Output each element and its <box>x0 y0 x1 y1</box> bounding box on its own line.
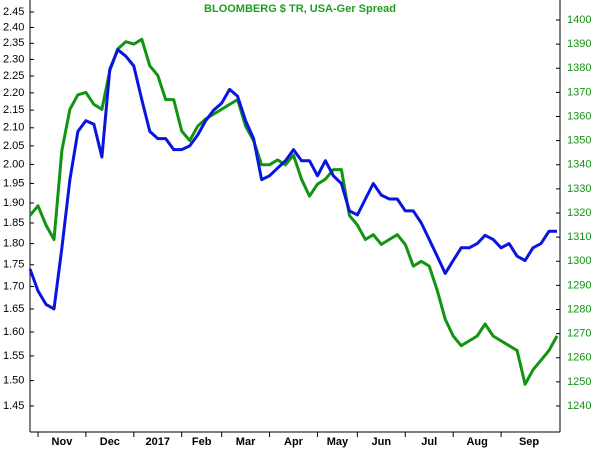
y-tick-label: 2.15 <box>3 104 24 116</box>
y-tick-label: 1.55 <box>3 350 24 362</box>
y-tick-label: 1.60 <box>3 326 24 338</box>
y-tick-label: 1.75 <box>3 259 24 271</box>
x-tick-label: Jun <box>372 436 392 448</box>
y-tick-label: 2.40 <box>3 21 24 33</box>
y-tick-label: 1.95 <box>3 177 24 189</box>
y-tick-label: 2.30 <box>3 53 24 65</box>
y2-tick-label: 1330 <box>567 183 591 195</box>
y-tick-label: 1.90 <box>3 197 24 209</box>
y-tick-label: 1.70 <box>3 280 24 292</box>
x-tick-label: Sep <box>519 436 539 448</box>
y2-tick-label: 1380 <box>567 62 591 74</box>
x-tick-label: 2017 <box>146 436 170 448</box>
y2-tick-label: 1300 <box>567 255 591 267</box>
y-tick-label: 1.50 <box>3 374 24 386</box>
y2-tick-label: 1370 <box>567 86 591 98</box>
y2-tick-label: 1320 <box>567 207 591 219</box>
y2-tick-label: 1390 <box>567 38 591 50</box>
y2-tick-label: 1270 <box>567 328 591 340</box>
y-tick-label: 2.35 <box>3 37 24 49</box>
x-tick-label: Jul <box>421 436 437 448</box>
y2-tick-label: 1290 <box>567 279 591 291</box>
y-tick-label: 2.05 <box>3 140 24 152</box>
x-tick-label: May <box>327 436 349 448</box>
y2-tick-label: 1310 <box>567 231 591 243</box>
x-tick-label: Mar <box>236 436 256 448</box>
y2-tick-label: 1350 <box>567 135 591 147</box>
y2-tick-label: 1280 <box>567 303 591 315</box>
y-tick-label: 2.45 <box>3 6 24 18</box>
y2-tick-label: 1400 <box>567 14 591 26</box>
y2-tick-label: 1250 <box>567 376 591 388</box>
chart-title: BLOOMBERG $ TR, USA-Ger Spread <box>204 3 396 15</box>
y-tick-label: 1.80 <box>3 237 24 249</box>
x-tick-label: Feb <box>192 436 212 448</box>
x-tick-label: Nov <box>52 436 74 448</box>
y-tick-label: 2.25 <box>3 70 24 82</box>
x-tick-label: Apr <box>284 436 304 448</box>
x-tick-label: Aug <box>466 436 487 448</box>
y2-tick-label: 1360 <box>567 110 591 122</box>
y2-tick-label: 1340 <box>567 159 591 171</box>
y-tick-label: 2.20 <box>3 87 24 99</box>
y2-tick-label: 1260 <box>567 352 591 364</box>
series-line <box>28 48 557 311</box>
y2-tick-label: 1240 <box>567 400 591 412</box>
y-tick-label: 1.85 <box>3 217 24 229</box>
y-tick-label: 1.45 <box>3 400 24 412</box>
y-tick-label: 1.65 <box>3 303 24 315</box>
x-tick-label: Dec <box>100 436 120 448</box>
y-tick-label: 2.00 <box>3 158 24 170</box>
y-tick-label: 2.10 <box>3 122 24 134</box>
